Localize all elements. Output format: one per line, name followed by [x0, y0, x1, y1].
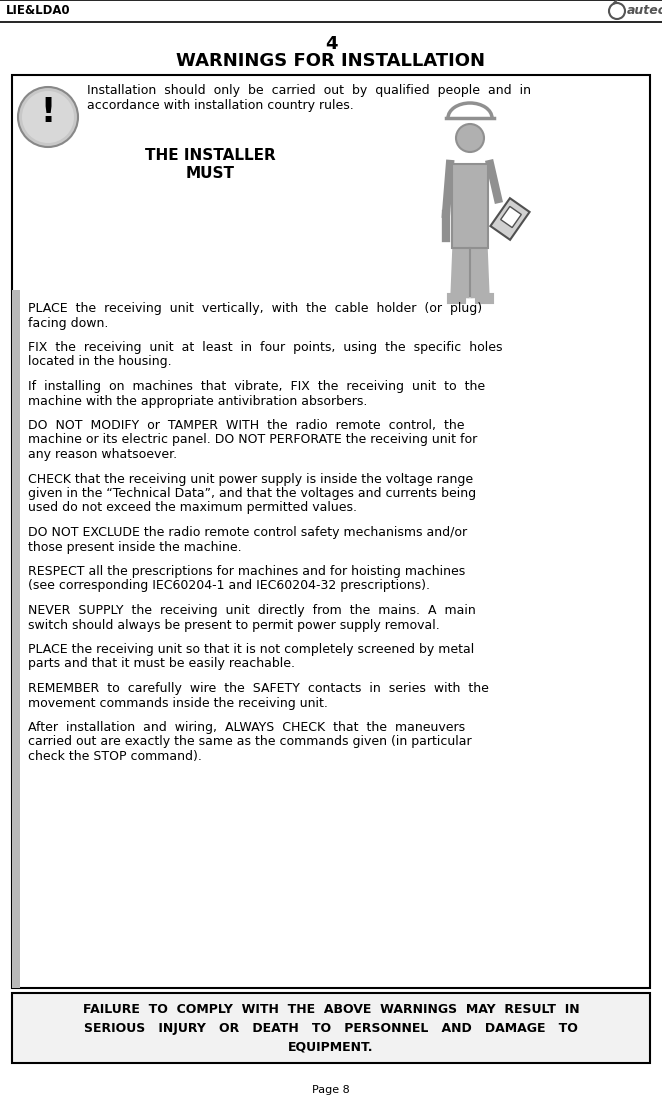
Text: 4: 4 — [325, 35, 337, 53]
Text: SERIOUS   INJURY   OR   DEATH   TO   PERSONNEL   AND   DAMAGE   TO: SERIOUS INJURY OR DEATH TO PERSONNEL AND… — [84, 1022, 578, 1035]
Text: carried out are exactly the same as the commands given (in particular: carried out are exactly the same as the … — [28, 736, 471, 749]
Text: MUST: MUST — [185, 166, 234, 181]
Circle shape — [18, 87, 78, 147]
Text: FIX  the  receiving  unit  at  least  in  four  points,  using  the  specific  h: FIX the receiving unit at least in four … — [28, 341, 502, 354]
Text: movement commands inside the receiving unit.: movement commands inside the receiving u… — [28, 696, 328, 710]
Circle shape — [22, 91, 74, 143]
Text: CHECK that the receiving unit power supply is inside the voltage range: CHECK that the receiving unit power supp… — [28, 473, 473, 485]
Text: FAILURE  TO  COMPLY  WITH  THE  ABOVE  WARNINGS  MAY  RESULT  IN: FAILURE TO COMPLY WITH THE ABOVE WARNING… — [83, 1003, 579, 1016]
Text: machine or its electric panel. DO NOT PERFORATE the receiving unit for: machine or its electric panel. DO NOT PE… — [28, 434, 477, 447]
Polygon shape — [491, 198, 530, 240]
Text: THE INSTALLER: THE INSTALLER — [144, 148, 275, 163]
Text: (see corresponding IEC60204-1 and IEC60204-32 prescriptions).: (see corresponding IEC60204-1 and IEC602… — [28, 579, 430, 592]
Text: facing down.: facing down. — [28, 316, 109, 330]
Text: given in the “Technical Data”, and that the voltages and currents being: given in the “Technical Data”, and that … — [28, 487, 476, 500]
Text: machine with the appropriate antivibration absorbers.: machine with the appropriate antivibrati… — [28, 394, 367, 407]
Text: NEVER  SUPPLY  the  receiving  unit  directly  from  the  mains.  A  main: NEVER SUPPLY the receiving unit directly… — [28, 604, 476, 616]
Text: parts and that it must be easily reachable.: parts and that it must be easily reachab… — [28, 657, 295, 670]
Text: Page 8: Page 8 — [312, 1085, 350, 1095]
Bar — [12, 74, 650, 988]
Text: accordance with installation country rules.: accordance with installation country rul… — [87, 99, 354, 112]
Text: REMEMBER  to  carefully  wire  the  SAFETY  contacts  in  series  with  the: REMEMBER to carefully wire the SAFETY co… — [28, 682, 489, 695]
Text: If  installing  on  machines  that  vibrate,  FIX  the  receiving  unit  to  the: If installing on machines that vibrate, … — [28, 380, 485, 393]
Text: PLACE  the  receiving  unit  vertically,  with  the  cable  holder  (or  plug): PLACE the receiving unit vertically, wit… — [28, 302, 482, 315]
Text: located in the housing.: located in the housing. — [28, 356, 171, 369]
Bar — [12, 290, 20, 988]
Text: autec: autec — [627, 4, 662, 18]
Text: RESPECT all the prescriptions for machines and for hoisting machines: RESPECT all the prescriptions for machin… — [28, 565, 465, 578]
Circle shape — [456, 124, 484, 152]
Text: WARNINGS FOR INSTALLATION: WARNINGS FOR INSTALLATION — [177, 51, 485, 70]
Text: DO NOT EXCLUDE the radio remote control safety mechanisms and/or: DO NOT EXCLUDE the radio remote control … — [28, 526, 467, 539]
Text: Installation  should  only  be  carried  out  by  qualified  people  and  in: Installation should only be carried out … — [87, 84, 531, 97]
Text: LIE&LDA0: LIE&LDA0 — [6, 4, 71, 18]
Text: those present inside the machine.: those present inside the machine. — [28, 541, 242, 553]
Text: PLACE the receiving unit so that it is not completely screened by metal: PLACE the receiving unit so that it is n… — [28, 643, 474, 656]
Bar — [12, 993, 650, 1063]
Text: After  installation  and  wiring,  ALWAYS  CHECK  that  the  maneuvers: After installation and wiring, ALWAYS CH… — [28, 721, 465, 734]
Text: check the STOP command).: check the STOP command). — [28, 750, 202, 763]
Text: DO  NOT  MODIFY  or  TAMPER  WITH  the  radio  remote  control,  the: DO NOT MODIFY or TAMPER WITH the radio r… — [28, 419, 465, 433]
Text: EQUIPMENT.: EQUIPMENT. — [288, 1041, 374, 1054]
Text: !: ! — [40, 96, 56, 129]
Text: switch should always be present to permit power supply removal.: switch should always be present to permi… — [28, 619, 440, 632]
Text: used do not exceed the maximum permitted values.: used do not exceed the maximum permitted… — [28, 502, 357, 515]
Text: any reason whatsoever.: any reason whatsoever. — [28, 448, 177, 461]
Polygon shape — [500, 207, 521, 228]
Bar — [452, 164, 488, 247]
